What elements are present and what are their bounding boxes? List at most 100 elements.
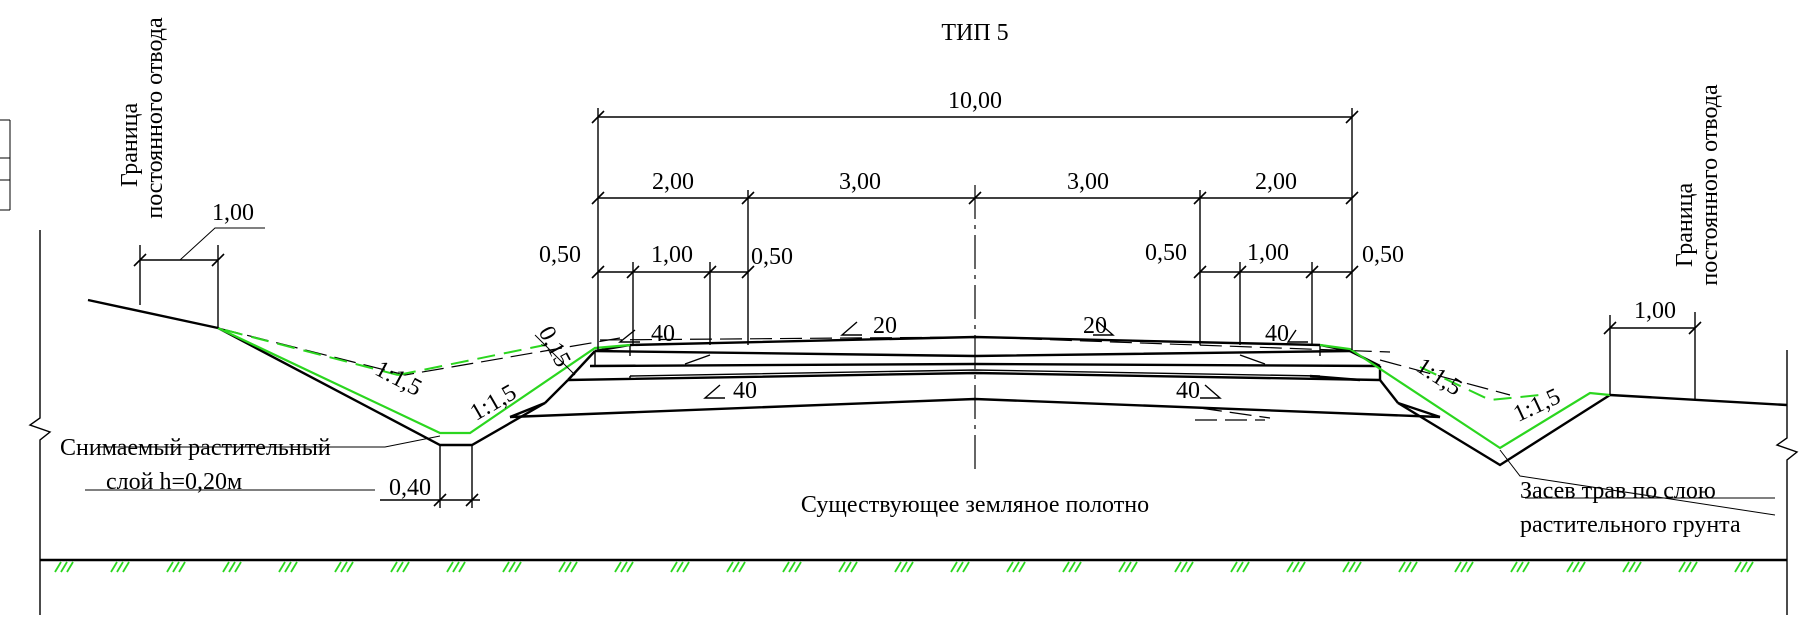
hatch-stroke [1348,561,1356,573]
hatch-stroke [1130,561,1138,573]
hatch-stroke [682,561,690,573]
hatch-stroke [1572,561,1580,573]
hatch-stroke [1186,561,1194,573]
dim-berm-left-c: 0,50 [751,244,793,270]
hatch-stroke [1690,561,1698,573]
hatch-stroke [66,561,74,573]
dimension-tick [1305,265,1319,279]
hatch-stroke [1578,561,1586,573]
hatch-stroke [620,561,628,573]
hatch-stroke [1522,561,1530,573]
dim-boundary-right: 1,00 [1634,298,1676,324]
dimension-tick [741,265,755,279]
hatch-stroke [1734,561,1742,573]
hatch-stroke [1684,561,1692,573]
hatch-stroke [732,561,740,573]
dim-boundary-left: 1,00 [212,200,254,226]
slope-marks [618,321,1308,399]
topsoil-label-line1: Снимаемый растительный [60,435,331,461]
hatch-stroke [1404,561,1412,573]
ground-hatching [54,561,1754,573]
grass-label-line2: растительного грунта [1520,512,1741,538]
hatch-stroke [956,561,964,573]
hatch-stroke [346,561,354,573]
slope-shoulder-left: 40 [651,321,675,347]
hatch-stroke [1018,561,1026,573]
hatch-stroke [1566,561,1574,573]
hatch-stroke [1460,561,1468,573]
hatch-stroke [1634,561,1642,573]
hatch-stroke [110,561,118,573]
hatch-stroke [1622,561,1630,573]
dimension-tick [626,265,640,279]
hatch-stroke [452,561,460,573]
slope-surface-left: 20 [873,313,897,339]
hatch-stroke [558,561,566,573]
hatch-stroke [794,561,802,573]
hatch-stroke [1342,561,1350,573]
hatch-stroke [228,561,236,573]
hatch-stroke [508,561,516,573]
dim-berm-right-b: 1,00 [1247,240,1289,266]
dim-ditch-bottom: 0,40 [389,475,431,501]
slope-ditch-outer-left: 1:1,5 [371,356,426,402]
slope-shoulder-right: 40 [1265,321,1289,347]
vegetation-lines [217,327,1611,450]
hatch-stroke [564,561,572,573]
hatch-stroke [514,561,522,573]
hatch-stroke [850,561,858,573]
hatch-stroke [726,561,734,573]
slope-surface-right: 20 [1083,313,1107,339]
hatch-stroke [1466,561,1474,573]
hatch-stroke [1006,561,1014,573]
boundary-right-line1: Граница [1672,183,1698,268]
hatch-stroke [446,561,454,573]
boundary-left-line1: Граница [117,103,143,188]
slope-base-left: 40 [733,378,757,404]
left-frame-marks [0,119,11,211]
dim-berm-right-c: 0,50 [1362,242,1404,268]
hatch-stroke [234,561,242,573]
hatch-stroke [60,561,68,573]
dimension-tick [1193,265,1207,279]
hatch-stroke [670,561,678,573]
hatch-stroke [838,561,846,573]
dimension-lines [85,108,1776,516]
hatch-stroke [122,561,130,573]
hatch-stroke [950,561,958,573]
hatch-stroke [334,561,342,573]
hatch-stroke [1074,561,1082,573]
hatch-stroke [1510,561,1518,573]
dim-shoulder-right: 2,00 [1255,169,1297,195]
hatch-stroke [178,561,186,573]
dim-berm-left-b: 1,00 [651,242,693,268]
hatch-stroke [284,561,292,573]
slope-ditch-inner-left: 1:1,5 [466,380,521,427]
hatch-stroke [1286,561,1294,573]
hatch-stroke [116,561,124,573]
frame-lines [28,230,1799,615]
hatch-stroke [1174,561,1182,573]
hatch-stroke [1236,561,1244,573]
embankment-outline [87,298,1788,467]
ground-line [40,558,1787,573]
hatch-stroke [1398,561,1406,573]
dimension-tick [591,110,605,124]
hatch-stroke [396,561,404,573]
hatch-stroke [782,561,790,573]
hatch-stroke [290,561,298,573]
hatch-stroke [1180,561,1188,573]
hatch-stroke [1062,561,1070,573]
hatch-stroke [614,561,622,573]
dim-lane-left: 3,00 [839,169,881,195]
hatch-stroke [54,561,62,573]
hatch-stroke [390,561,398,573]
boundary-left-line2: постоянного отвода [142,17,168,219]
hatch-stroke [340,561,348,573]
hatch-stroke [1068,561,1076,573]
dim-shoulder-left: 2,00 [652,169,694,195]
hatch-stroke [1454,561,1462,573]
hatch-stroke [1118,561,1126,573]
hatch-stroke [1124,561,1132,573]
hatch-stroke [1740,561,1748,573]
